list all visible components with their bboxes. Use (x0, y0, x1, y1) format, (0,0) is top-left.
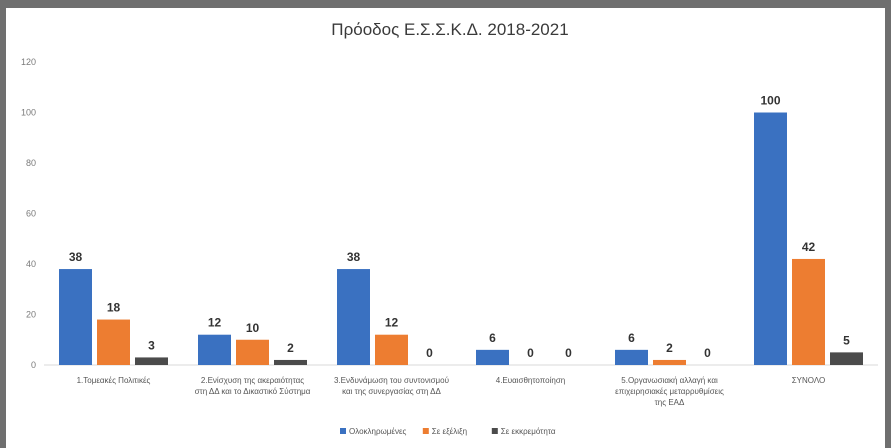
category-label: 4.Ευαισθητοποίηση (496, 376, 565, 385)
chart-frame (6, 8, 885, 448)
y-tick-label: 40 (26, 259, 36, 269)
bar (337, 269, 370, 365)
bar (792, 258, 825, 365)
data-label: 2 (666, 341, 673, 355)
data-label: 6 (489, 331, 496, 345)
data-label: 38 (347, 250, 361, 264)
data-label: 100 (760, 94, 780, 108)
category-label-line: 3.Ενδυνάμωση του συντονισμού (334, 376, 449, 385)
bar (135, 357, 168, 365)
y-tick-label: 60 (26, 209, 36, 219)
category-label-line: επιχειρησιακές μεταρρυθμίσεις (615, 387, 724, 396)
category-label: 3.Ενδυνάμωση του συντονισμού και της συνε… (334, 376, 449, 396)
bar (236, 339, 269, 365)
data-label: 12 (208, 316, 222, 330)
y-tick-label: 120 (21, 57, 36, 67)
bar (754, 112, 787, 365)
category-label-line: και της συνεργασίας στη ΔΔ (342, 387, 441, 396)
category-label: ΣΥΝΟΛΟ (792, 376, 826, 385)
chart-title: Πρόοδος Ε.Σ.Σ.Κ.Δ. 2018-2021 (331, 20, 569, 39)
category-label-line: ΣΥΝΟΛΟ (792, 376, 826, 385)
bar (476, 349, 509, 365)
data-label: 38 (69, 250, 83, 264)
category-label: 2.Ενίσχυση της ακεραιότητας στη ΔΔ και το… (195, 376, 311, 396)
bar (97, 319, 130, 365)
data-label: 0 (565, 346, 572, 360)
data-label: 42 (802, 240, 816, 254)
category-label: 1.Τομεακές Πολιτικές (77, 376, 151, 385)
category-label-line: στη ΔΔ και το Δικαστικό Σύστημα (195, 387, 311, 396)
data-label: 18 (107, 301, 121, 315)
legend-label: Σε εξέλιξη (432, 427, 467, 436)
bar (830, 352, 863, 365)
y-tick-label: 20 (26, 310, 36, 320)
bar (274, 359, 307, 365)
legend-swatch (340, 428, 346, 434)
category-label-line: 1.Τομεακές Πολιτικές (77, 376, 151, 385)
y-tick-label: 100 (21, 108, 36, 118)
data-label: 0 (704, 346, 711, 360)
data-label: 12 (385, 316, 399, 330)
data-label: 6 (628, 331, 635, 345)
bar (198, 334, 231, 365)
data-label: 0 (426, 346, 433, 360)
data-label: 3 (148, 338, 155, 352)
bar (59, 269, 92, 365)
legend-label: Σε εκκρεμότητα (501, 427, 556, 436)
y-tick-label: 80 (26, 158, 36, 168)
bar (653, 359, 686, 365)
legend-swatch (422, 428, 429, 434)
legend-label: Ολοκληρωμένες (349, 427, 407, 436)
data-label: 5 (843, 333, 850, 347)
legend-swatch (491, 428, 498, 434)
data-label: 0 (527, 346, 534, 360)
category-label-line: 5.Οργανωσιακή αλλαγή και (621, 376, 718, 385)
data-label: 10 (246, 321, 260, 335)
bar (615, 349, 648, 365)
category-label-line: 2.Ενίσχυση της ακεραιότητας (201, 376, 304, 385)
data-label: 2 (287, 341, 294, 355)
bar (375, 334, 408, 365)
y-tick-label: 0 (31, 360, 36, 370)
category-label-line: της ΕΑΔ (655, 398, 685, 407)
category-label: 5.Οργανωσιακή αλλαγή και επιχειρησιακές μ… (615, 376, 724, 407)
category-label-line: 4.Ευαισθητοποίηση (496, 376, 565, 385)
